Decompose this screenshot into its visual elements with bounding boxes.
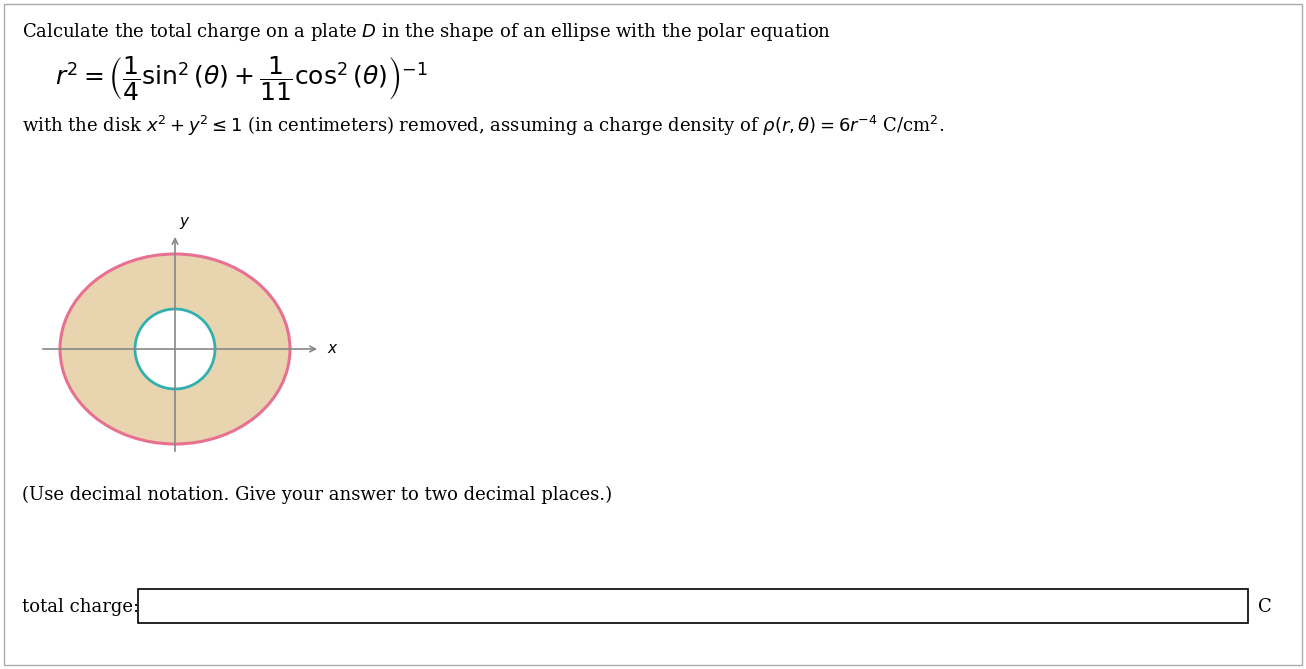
Text: Calculate the total charge on a plate $D$ in the shape of an ellipse with the po: Calculate the total charge on a plate $D… [22, 21, 831, 43]
Text: $y$: $y$ [179, 215, 191, 231]
Text: total charge:: total charge: [22, 598, 140, 616]
Circle shape [135, 309, 215, 389]
Text: $x$: $x$ [326, 342, 338, 356]
Ellipse shape [60, 254, 290, 444]
Text: C: C [1258, 598, 1272, 616]
Text: with the disk $x^2 + y^2 \leq 1$ (in centimeters) removed, assuming a charge den: with the disk $x^2 + y^2 \leq 1$ (in cen… [22, 114, 944, 138]
Bar [138, 589, 1249, 623]
Text: (Use decimal notation. Give your answer to two decimal places.): (Use decimal notation. Give your answer … [22, 486, 613, 504]
Text: $r^2 = \left(\dfrac{1}{4}\sin^2(\theta) + \dfrac{1}{11}\cos^2(\theta)\right)^{-1: $r^2 = \left(\dfrac{1}{4}\sin^2(\theta) … [55, 54, 427, 102]
